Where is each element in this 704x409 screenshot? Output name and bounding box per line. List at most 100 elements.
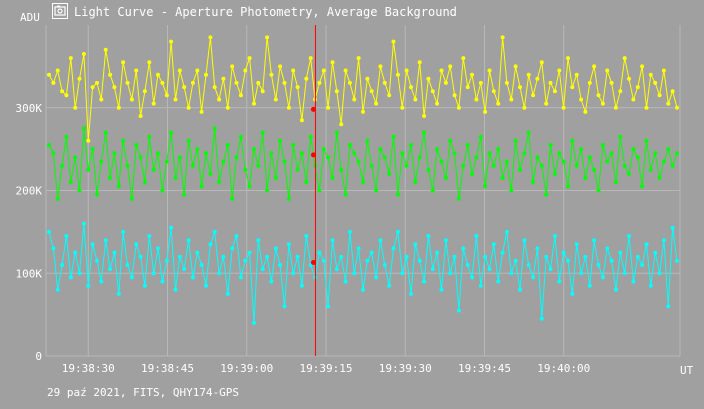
series-3-point xyxy=(208,242,213,247)
series-3-point xyxy=(670,225,675,230)
series-1-point xyxy=(374,101,379,106)
series-2-point xyxy=(365,138,370,143)
series-1-point xyxy=(539,60,544,65)
series-1-point xyxy=(90,85,95,90)
series-1-point xyxy=(422,114,427,118)
series-1-point xyxy=(627,76,631,81)
series-3-point xyxy=(252,320,256,325)
series-2-point xyxy=(627,171,631,176)
series-3-point xyxy=(426,234,431,238)
series-3-point xyxy=(99,279,104,284)
series-3-point xyxy=(273,246,278,251)
series-3-point xyxy=(134,242,139,247)
series-2-point xyxy=(212,126,217,131)
series-1-point xyxy=(212,85,217,90)
series-3-point xyxy=(151,271,156,276)
series-2-point xyxy=(273,176,278,181)
series-2-point xyxy=(291,143,296,147)
series-1-point xyxy=(544,101,549,106)
series-3-point xyxy=(204,283,208,288)
series-1-point xyxy=(177,68,182,73)
series-3-point xyxy=(164,258,169,263)
series-1-point xyxy=(291,68,296,73)
series-3-point xyxy=(326,304,331,309)
series-1-point xyxy=(47,72,51,77)
series-2-point xyxy=(526,130,531,135)
series-1-point xyxy=(103,47,108,52)
series-1-point xyxy=(605,68,610,73)
series-2-point xyxy=(426,167,431,172)
cursor-group[interactable] xyxy=(310,25,316,356)
series-2-point xyxy=(387,171,392,176)
series-3-point xyxy=(452,254,457,259)
series-2-point xyxy=(99,159,104,164)
x-tick-label: 19:39:45 xyxy=(458,362,511,375)
x-axis-label: UT xyxy=(680,364,694,377)
series-2-point xyxy=(435,147,440,152)
series-1-point xyxy=(413,97,418,102)
series-1-point xyxy=(182,85,187,90)
series-1-point xyxy=(208,35,213,40)
series-1-point xyxy=(592,64,597,69)
series-3-point xyxy=(635,254,640,259)
series-2-point xyxy=(539,163,544,168)
series-1-point xyxy=(395,72,400,77)
series-1-point xyxy=(661,68,666,73)
series-2-point xyxy=(522,151,527,156)
series-1-point xyxy=(356,56,361,61)
series-3-point xyxy=(378,238,383,243)
footer-info: 29 paź 2021, FITS, QHY174-GPS xyxy=(47,386,240,399)
series-3-point xyxy=(125,263,130,267)
series-3-point xyxy=(177,254,182,259)
series-2-point xyxy=(121,138,126,143)
series-1-point xyxy=(81,52,86,56)
series-1-point xyxy=(64,93,69,98)
series-1-point xyxy=(657,93,662,98)
series-2-point xyxy=(391,134,396,139)
series-3-point xyxy=(531,275,536,280)
series-2-point xyxy=(195,147,200,152)
series-1-point xyxy=(566,56,570,61)
series-1-point xyxy=(86,138,91,143)
series-1-point xyxy=(99,97,104,102)
series-3-point xyxy=(613,287,618,292)
series-2-point xyxy=(238,134,243,139)
series-1-point xyxy=(561,105,566,110)
series-2-point xyxy=(583,176,588,181)
series-2-point xyxy=(317,188,322,193)
series-3-point xyxy=(640,263,645,267)
series-1-point xyxy=(470,72,474,77)
series-2-point xyxy=(142,180,147,185)
series-3-point xyxy=(321,258,326,263)
series-3-point xyxy=(395,229,400,234)
series-2-point xyxy=(561,159,566,164)
series-3-point xyxy=(77,271,82,276)
series-1-point xyxy=(487,68,492,73)
series-3-point xyxy=(330,238,335,243)
series-3-point xyxy=(500,250,505,255)
series-1-point xyxy=(195,68,200,73)
series-3-point xyxy=(278,263,283,267)
series-2-point xyxy=(430,188,435,193)
series-2-point xyxy=(173,176,178,181)
series-3-point xyxy=(361,287,365,292)
series-1-point xyxy=(330,60,335,65)
series-1-point xyxy=(496,101,501,106)
x-tick-label: 19:39:15 xyxy=(300,362,353,375)
series-2-point xyxy=(186,138,191,143)
series-1-point xyxy=(108,72,113,77)
series-3-point xyxy=(661,238,666,243)
series-3-point xyxy=(147,234,152,238)
series-3-point xyxy=(518,287,522,292)
series-2-line xyxy=(48,128,678,199)
series-1-point xyxy=(160,80,165,85)
series-1-point xyxy=(286,105,291,110)
series-1-point xyxy=(234,80,239,85)
series-2-point xyxy=(343,192,348,197)
series-3-point xyxy=(334,267,339,272)
series-3-point xyxy=(666,304,671,309)
series-3-point xyxy=(64,234,69,238)
series-1-point xyxy=(343,68,348,73)
series-3-point xyxy=(68,275,73,280)
